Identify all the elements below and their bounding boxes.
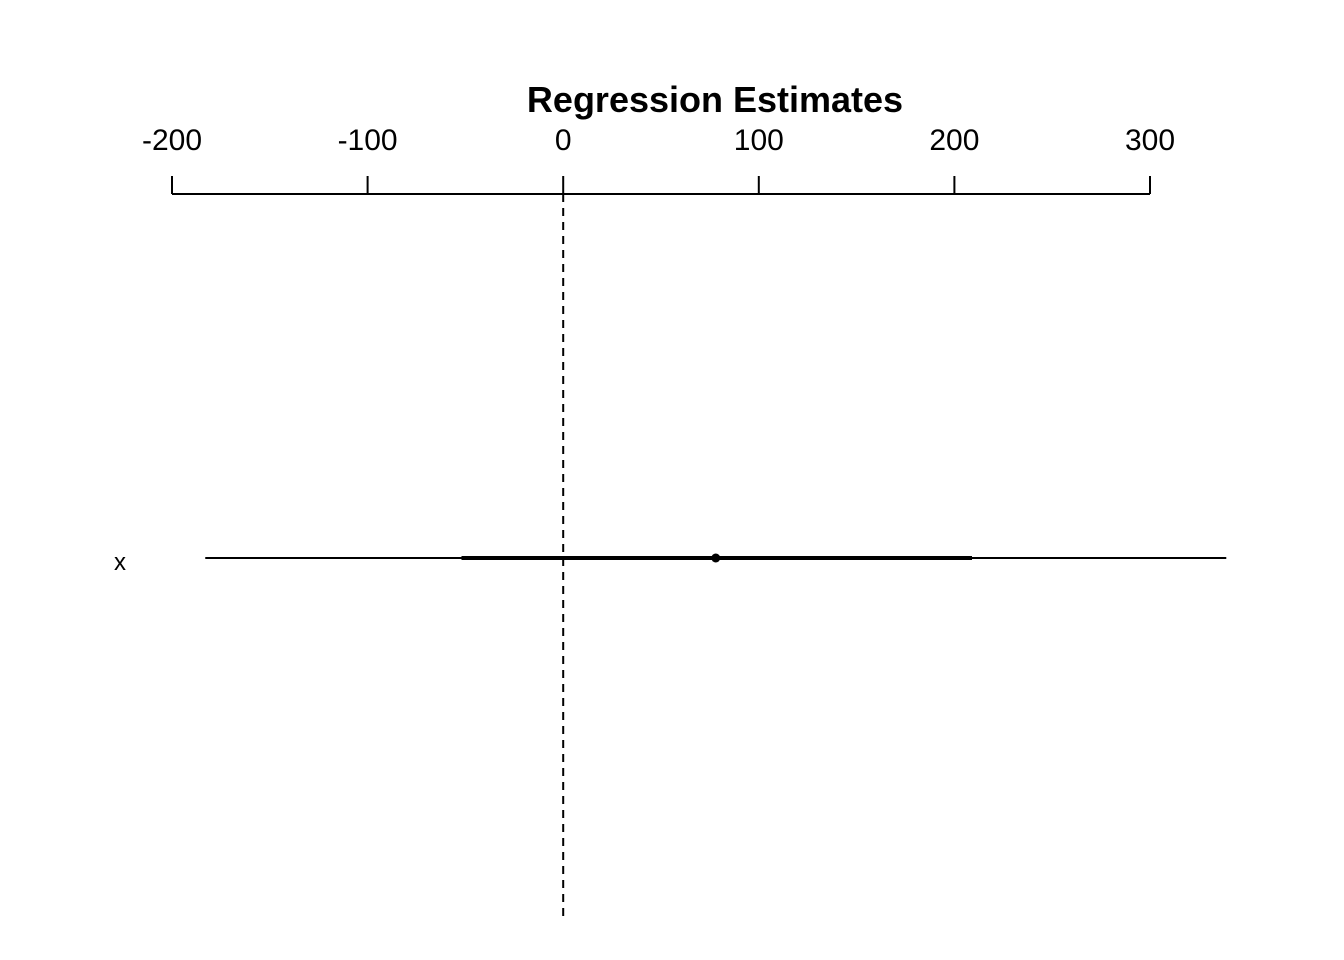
coefficients-group: x [114,549,1227,576]
x-tick-label: -200 [142,124,202,157]
coefficient-label: x [114,549,126,576]
x-tick-label: 0 [555,124,572,157]
x-tick-label: 200 [929,124,979,157]
x-tick-label: 300 [1125,124,1175,157]
point-estimate [711,553,721,563]
top-x-axis: -200 -100 0 100 200 300 [142,124,1175,195]
x-tick-label: 100 [734,124,784,157]
x-tick-label: -100 [338,124,398,157]
chart-title: Regression Estimates [527,79,903,120]
